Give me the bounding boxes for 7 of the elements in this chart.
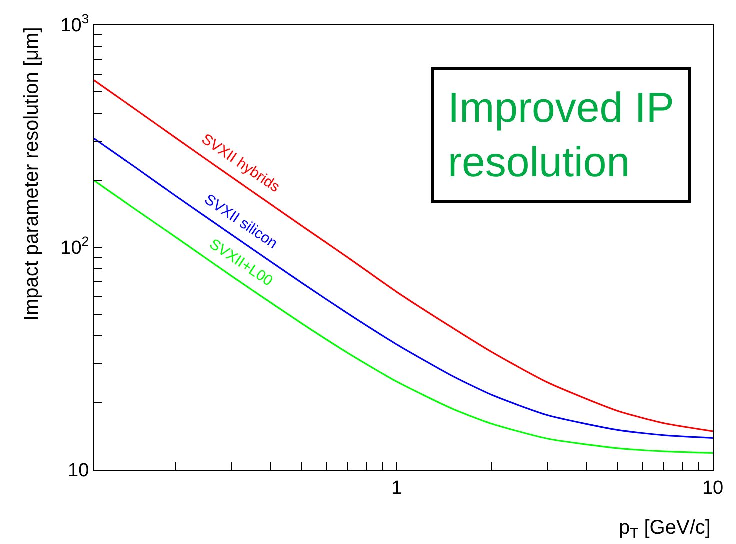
x-axis-title: p$_{T}$ [GeV/c] [619,517,711,542]
y-tick-label: 10 [68,460,90,482]
y-axis-title: Impact parameter resolution [μm] [21,27,44,322]
annotation: Improved IP resolution [448,84,674,186]
x-tick-label: 1 [392,478,402,499]
y-tick-label: 10$^{2}$ [60,234,90,260]
y-tick-label: 10$^{3}$ [60,12,90,37]
